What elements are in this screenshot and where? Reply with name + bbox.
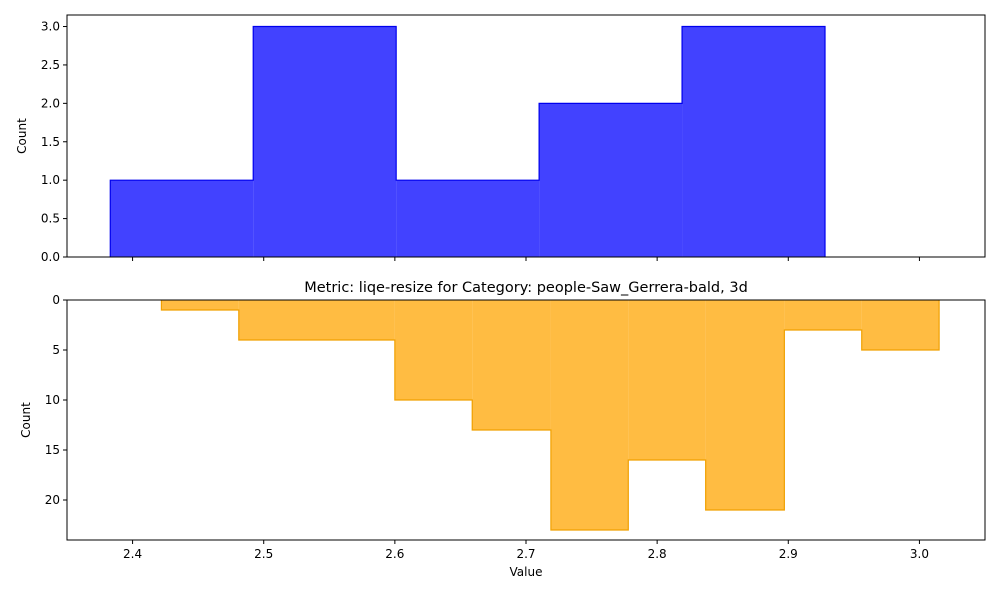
bottom-y-axis-label: Count [19,402,33,438]
y-tick-label: 0.5 [41,212,60,226]
histogram-bar [253,26,397,258]
histogram-bar [861,300,940,350]
top-y-axis: 0.0 0.5 1.0 1.5 2.0 2.5 3.0 [41,20,67,264]
x-tick-label: 2.9 [779,547,798,561]
histogram-bar [705,300,785,510]
histogram-bar [784,300,862,330]
top-y-axis-label: Count [15,118,29,154]
top-x-axis [132,257,920,261]
bottom-histogram-bars [160,300,940,531]
y-tick-label: 5 [52,343,60,357]
y-tick-label: 1.5 [41,135,60,149]
histogram-bar [396,180,540,257]
histogram-bar [472,300,551,430]
histogram-bar [628,300,706,460]
y-tick-label: 1.0 [41,173,60,187]
bottom-y-axis: 0 5 10 15 20 [45,293,67,507]
top-plot-frame [66,14,986,258]
histogram-step-outline [160,300,940,531]
histogram-bar [539,103,683,257]
x-tick-label: 2.5 [254,547,273,561]
bottom-plot-frame [66,299,986,541]
y-tick-label: 0.0 [41,250,60,264]
top-histogram-panel: 0.0 0.5 1.0 1.5 2.0 2.5 3.0 Count [15,14,986,264]
bottom-x-axis: 2.4 2.5 2.6 2.7 2.8 2.9 3.0 [123,540,929,561]
y-tick-label: 15 [45,443,60,457]
y-tick-label: 10 [45,393,60,407]
histogram-bar [550,300,629,530]
histogram-bar [394,300,473,400]
y-tick-label: 3.0 [41,20,60,34]
x-tick-label: 3.0 [910,547,929,561]
histogram-step-outline [109,25,826,257]
x-tick-label: 2.4 [123,547,142,561]
histogram-bar [110,180,254,257]
y-tick-label: 2.5 [41,58,60,72]
y-tick-label: 2.0 [41,96,60,110]
bottom-chart-title: Metric: liqe-resize for Category: people… [304,280,748,296]
histogram-bar [682,26,826,258]
top-histogram-bars [109,25,826,258]
bottom-x-axis-label: Value [510,565,543,579]
histogram-bar [161,300,239,310]
y-tick-label: 0 [52,293,60,307]
y-tick-label: 20 [45,493,60,507]
x-tick-label: 2.6 [385,547,404,561]
x-tick-label: 2.8 [648,547,667,561]
histogram-bar [238,300,395,340]
bottom-histogram-panel: Metric: liqe-resize for Category: people… [19,280,986,579]
x-tick-label: 2.7 [516,547,535,561]
